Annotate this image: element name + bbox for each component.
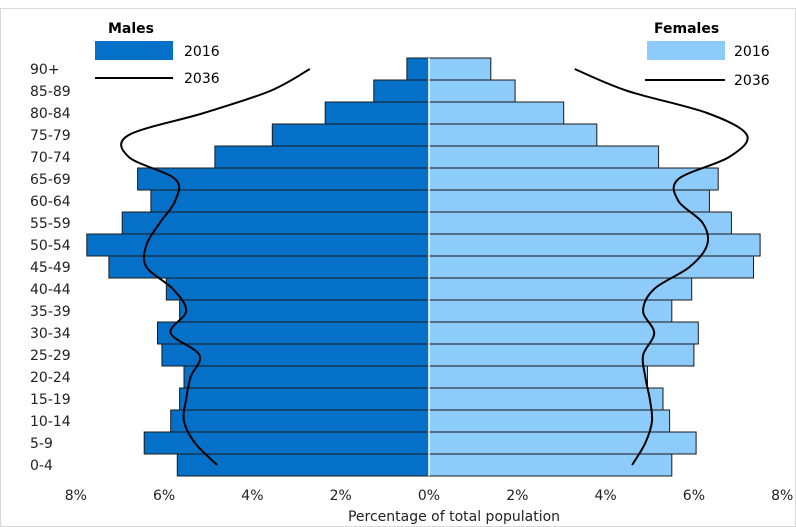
x-tick-label: 6% bbox=[153, 488, 175, 504]
female-bar-35-39 bbox=[428, 299, 673, 323]
legend-females: Females 2016 2036 bbox=[645, 21, 770, 89]
male-bar-85-89 bbox=[373, 79, 430, 103]
female-bar-5-9 bbox=[428, 431, 697, 455]
x-axis-tick-labels: 8% 6% 4% 2% 0% 2% 4% 6% 8% bbox=[65, 488, 794, 504]
male-bar-60-64 bbox=[150, 189, 430, 213]
male-bar-0-4 bbox=[176, 453, 430, 477]
female-bar-45-49 bbox=[428, 255, 754, 279]
age-group-label-70-74: 70-74 bbox=[30, 150, 71, 166]
male-2036-projection-line bbox=[120, 68, 311, 466]
female-bar-25-29 bbox=[428, 343, 695, 367]
age-group-label-85-89: 85-89 bbox=[30, 84, 71, 100]
female-bar-50-54 bbox=[428, 233, 761, 257]
legend-males-2016-swatch bbox=[95, 41, 173, 60]
male-bar-30-34 bbox=[157, 321, 430, 345]
male-bar-5-9 bbox=[143, 431, 430, 455]
x-axis-title: Percentage of total population bbox=[348, 509, 560, 525]
male-bar-35-39 bbox=[179, 299, 430, 323]
female-bar-60-64 bbox=[428, 189, 710, 213]
legend-males: Males 2016 2036 bbox=[95, 21, 220, 87]
female-bar-65-69 bbox=[428, 167, 719, 191]
male-bar-80-84 bbox=[324, 101, 430, 125]
age-group-label-90+: 90+ bbox=[30, 62, 60, 78]
x-tick-label: 6% bbox=[683, 488, 705, 504]
projection-curves-layer bbox=[120, 68, 749, 466]
age-group-label-65-69: 65-69 bbox=[30, 172, 71, 188]
age-group-label-55-59: 55-59 bbox=[30, 216, 71, 232]
female-bar-30-34 bbox=[428, 321, 699, 345]
male-bar-45-49 bbox=[108, 255, 430, 279]
age-group-label-0-4: 0-4 bbox=[30, 458, 53, 474]
legend-females-title: Females bbox=[654, 21, 719, 37]
female-bar-0-4 bbox=[428, 453, 673, 477]
legend-males-title: Males bbox=[108, 21, 154, 37]
x-tick-label: 8% bbox=[65, 488, 87, 504]
age-group-label-25-29: 25-29 bbox=[30, 348, 71, 364]
female-bar-70-74 bbox=[428, 145, 660, 169]
male-bar-25-29 bbox=[161, 343, 430, 367]
legend-males-2036-label: 2036 bbox=[184, 71, 220, 87]
age-group-label-40-44: 40-44 bbox=[30, 282, 71, 298]
x-tick-label: 4% bbox=[241, 488, 263, 504]
age-group-label-45-49: 45-49 bbox=[30, 260, 71, 276]
female-bar-15-19 bbox=[428, 387, 664, 411]
female-bar-40-44 bbox=[428, 277, 693, 301]
legend-females-2036-label: 2036 bbox=[734, 73, 770, 89]
age-group-labels: 0-4 5-9 10-14 15-19 20-24 25-29 30-34 35-39 40-4… bbox=[30, 62, 71, 474]
male-bar-70-74 bbox=[214, 145, 430, 169]
age-group-label-15-19: 15-19 bbox=[30, 392, 71, 408]
x-tick-label: 4% bbox=[594, 488, 616, 504]
x-tick-label: 2% bbox=[506, 488, 528, 504]
male-bar-75-79 bbox=[271, 123, 430, 147]
male-bar-65-69 bbox=[137, 167, 430, 191]
legend-females-2016-swatch bbox=[647, 41, 725, 60]
age-group-label-10-14: 10-14 bbox=[30, 414, 71, 430]
age-group-label-60-64: 60-64 bbox=[30, 194, 71, 210]
male-bar-10-14 bbox=[170, 409, 430, 433]
female-bar-85-89 bbox=[428, 79, 516, 103]
legend-females-2016-label: 2016 bbox=[734, 44, 770, 60]
x-tick-label: 2% bbox=[330, 488, 352, 504]
female-bar-10-14 bbox=[428, 409, 671, 433]
age-group-label-50-54: 50-54 bbox=[30, 238, 71, 254]
bars-layer bbox=[86, 57, 761, 477]
female-bar-90+ bbox=[428, 57, 492, 81]
age-group-label-75-79: 75-79 bbox=[30, 128, 71, 144]
x-tick-label: 0% bbox=[418, 488, 440, 504]
male-bar-90+ bbox=[406, 57, 430, 81]
age-group-label-20-24: 20-24 bbox=[30, 370, 71, 386]
legend-males-2016-label: 2016 bbox=[184, 44, 220, 60]
age-group-label-80-84: 80-84 bbox=[30, 106, 71, 122]
male-bar-40-44 bbox=[165, 277, 430, 301]
age-group-label-35-39: 35-39 bbox=[30, 304, 71, 320]
female-bar-20-24 bbox=[428, 365, 648, 389]
age-group-label-30-34: 30-34 bbox=[30, 326, 71, 342]
male-bar-50-54 bbox=[86, 233, 430, 257]
male-bar-15-19 bbox=[179, 387, 430, 411]
age-group-label-5-9: 5-9 bbox=[30, 436, 53, 452]
female-bar-75-79 bbox=[428, 123, 598, 147]
female-bar-80-84 bbox=[428, 101, 565, 125]
x-tick-label: 8% bbox=[771, 488, 793, 504]
male-bar-20-24 bbox=[183, 365, 430, 389]
male-bar-55-59 bbox=[121, 211, 430, 235]
female-bar-55-59 bbox=[428, 211, 732, 235]
female-2036-projection-line bbox=[574, 68, 749, 466]
